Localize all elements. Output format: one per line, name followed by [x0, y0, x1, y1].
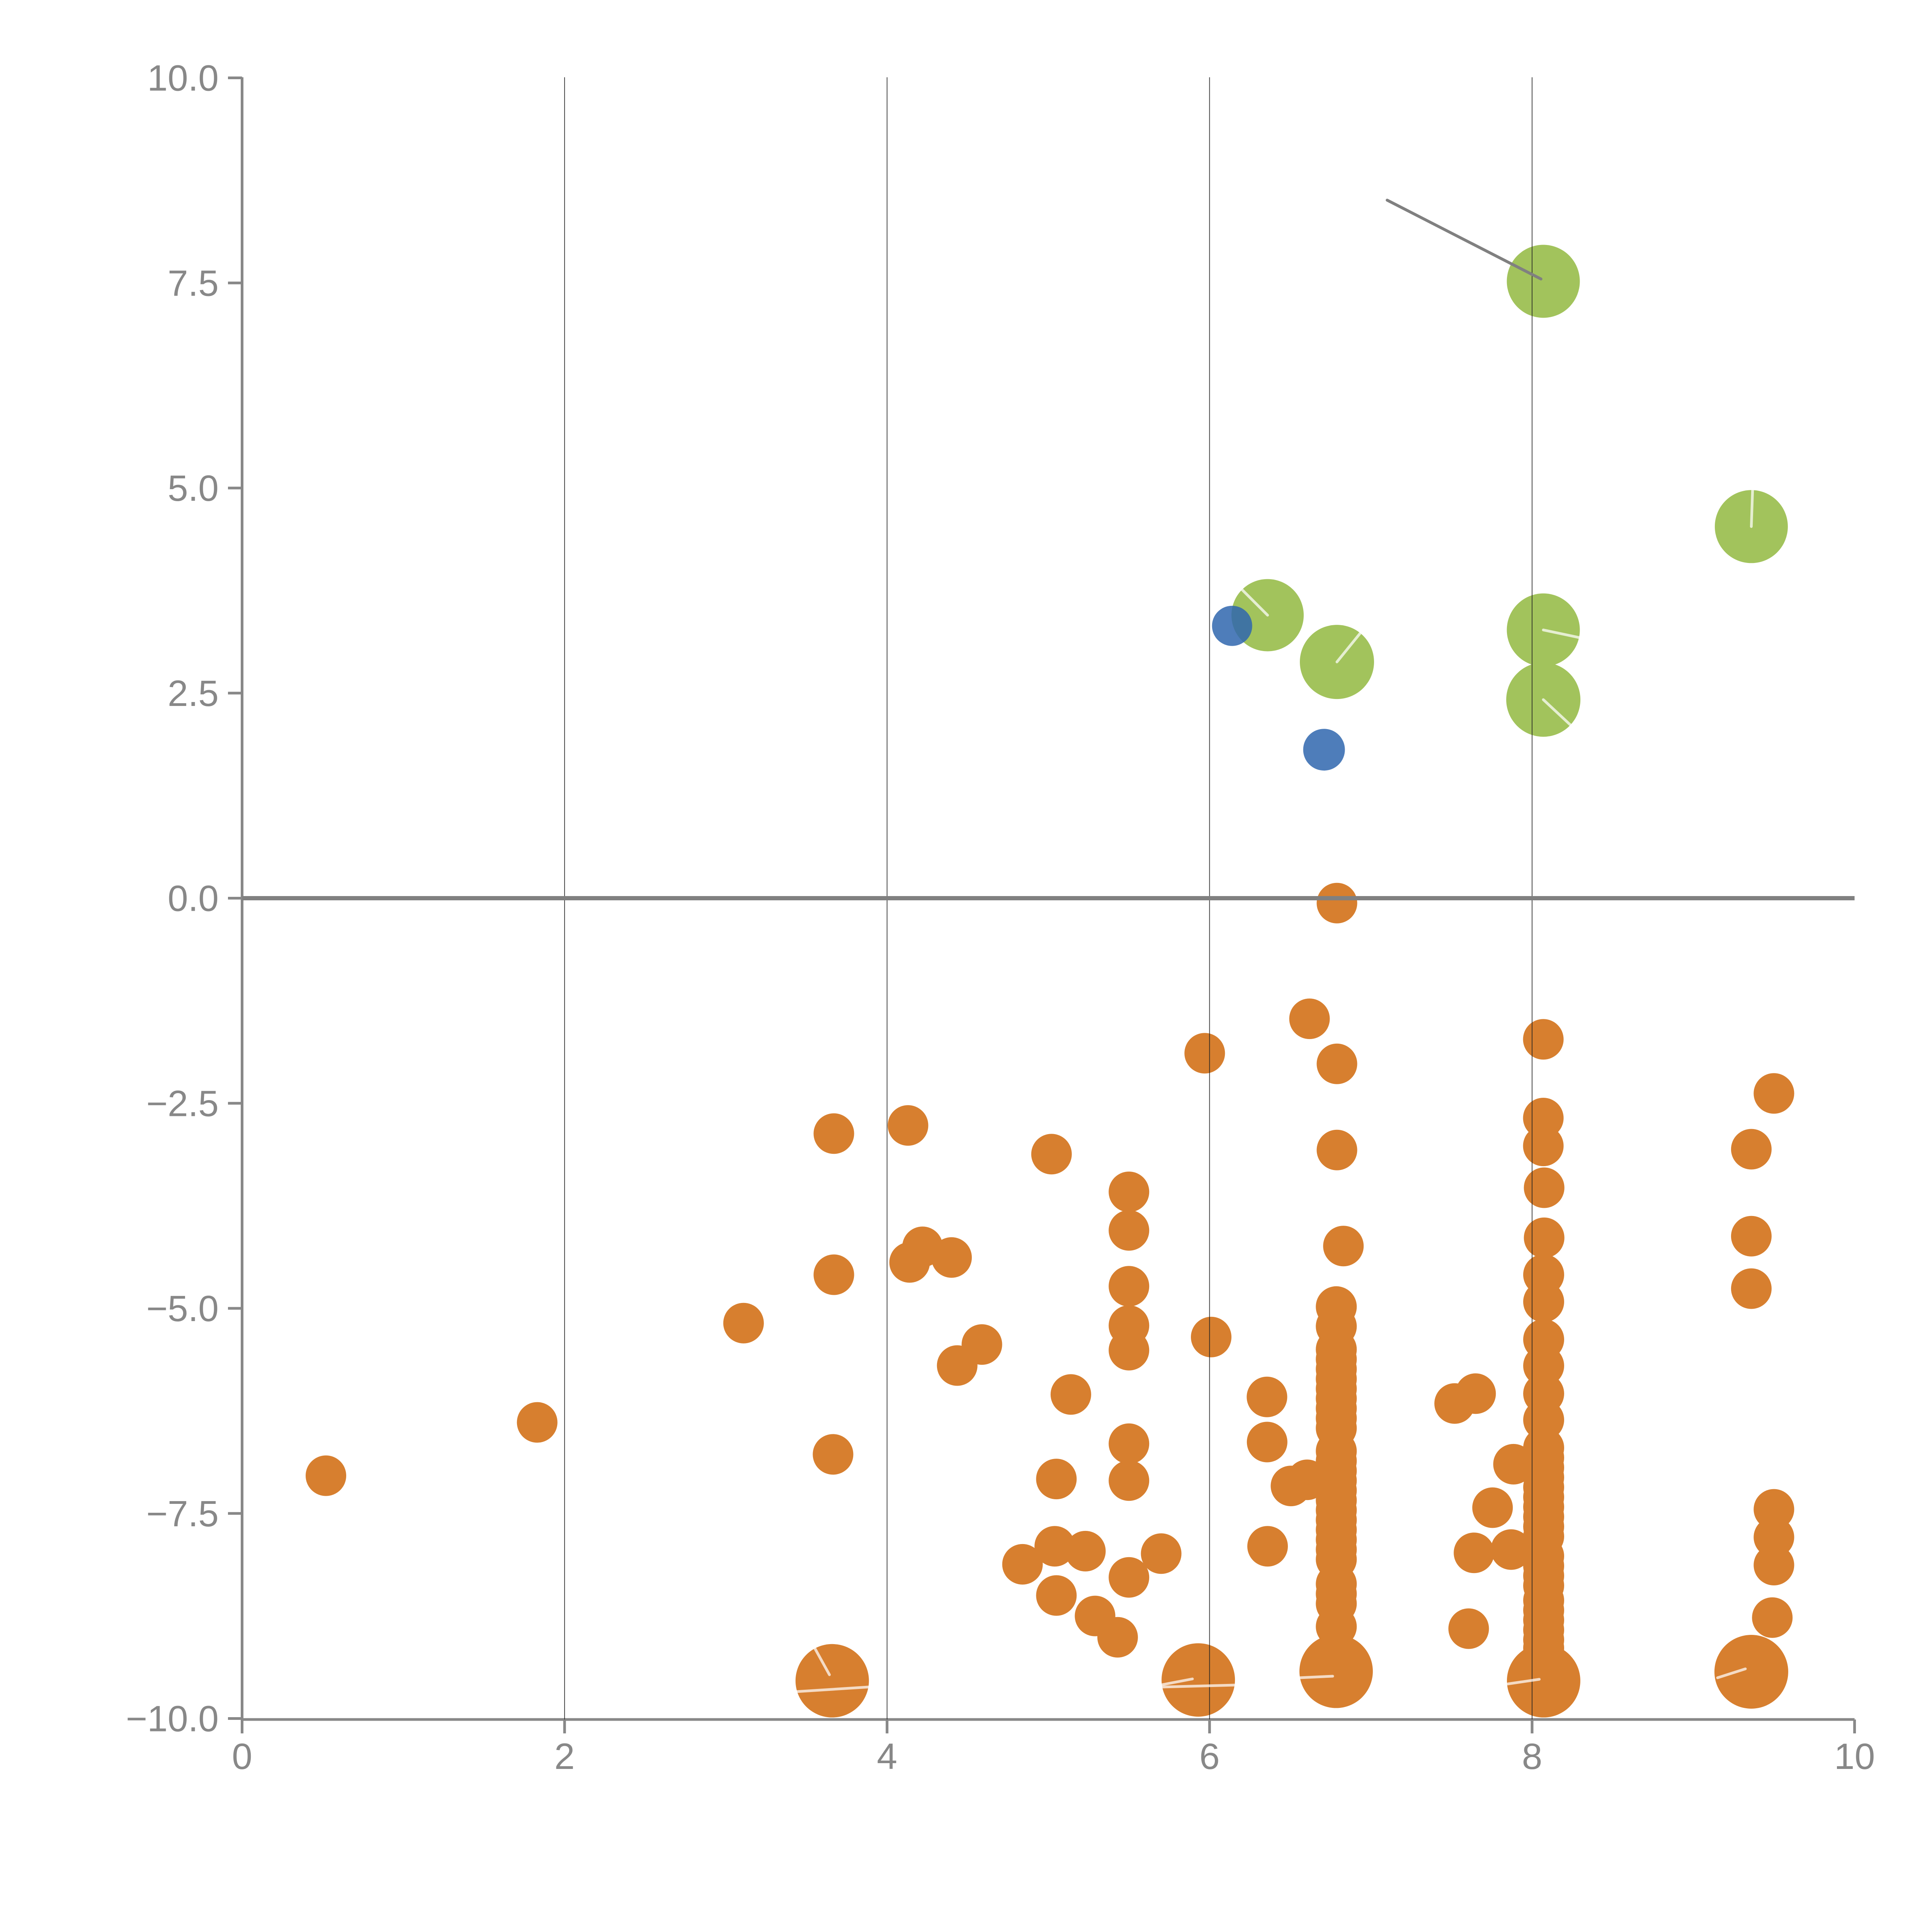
svg-text:2: 2 [554, 1736, 575, 1777]
svg-text:−5.0: −5.0 [146, 1288, 219, 1329]
svg-text:4: 4 [877, 1736, 897, 1777]
svg-text:5.0: 5.0 [168, 468, 219, 509]
svg-text:−7.5: −7.5 [146, 1493, 219, 1534]
svg-text:10.0: 10.0 [147, 58, 219, 99]
svg-text:−10.0: −10.0 [126, 1699, 219, 1740]
svg-text:6: 6 [1199, 1736, 1220, 1777]
svg-text:−2.5: −2.5 [146, 1083, 219, 1124]
svg-text:2.5: 2.5 [168, 673, 219, 714]
svg-text:7.5: 7.5 [168, 263, 219, 304]
svg-text:10: 10 [1834, 1736, 1875, 1777]
svg-text:8: 8 [1522, 1736, 1543, 1777]
svg-text:0: 0 [232, 1736, 252, 1777]
svg-text:0.0: 0.0 [168, 878, 219, 919]
